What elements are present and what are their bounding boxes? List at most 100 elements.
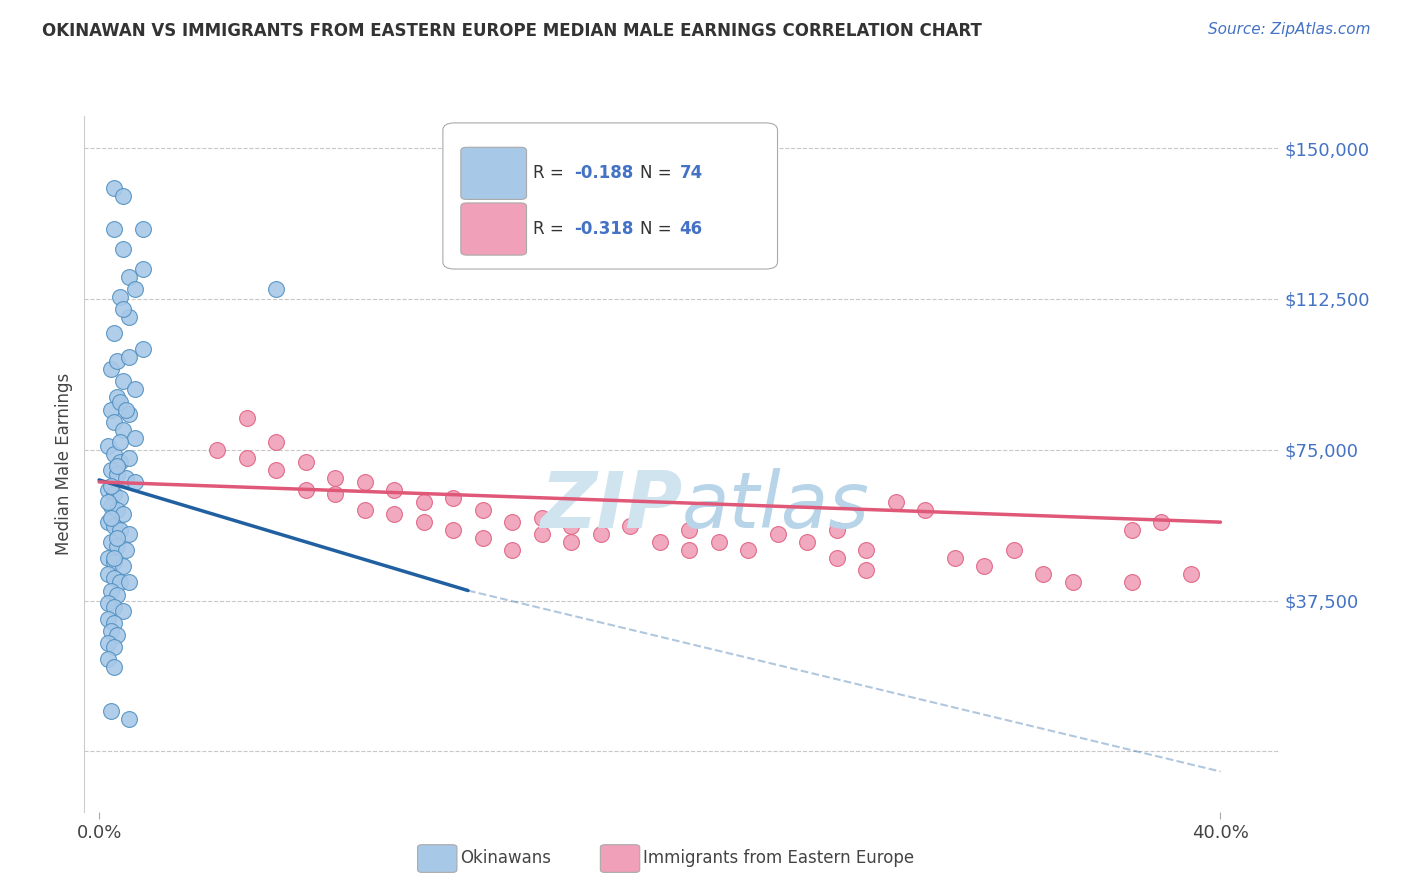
Point (589, 527, 612, 541)
Point (914, 503, 936, 517)
Point (1002, 543, 1025, 558)
Point (117, 575, 139, 590)
Point (132, 343, 155, 357)
Y-axis label: Median Male Earnings: Median Male Earnings (55, 373, 73, 555)
Point (103, 555, 125, 569)
Point (382, 507, 405, 521)
Point (1121, 523, 1143, 537)
Point (97, 439, 120, 453)
Point (108, 523, 131, 537)
Point (117, 450, 139, 465)
Point (111, 507, 134, 521)
Point (323, 487, 346, 501)
Point (111, 423, 134, 437)
Point (103, 519, 125, 533)
Point (103, 640, 125, 654)
Point (825, 523, 848, 537)
Point (678, 543, 700, 558)
Point (97, 483, 120, 497)
Point (103, 615, 125, 630)
Point (103, 415, 125, 429)
Point (124, 431, 146, 445)
Point (97, 551, 120, 566)
Point (105, 467, 128, 481)
Point (353, 475, 375, 489)
Point (108, 394, 131, 409)
Point (111, 604, 134, 618)
Point (105, 503, 128, 517)
Text: N =: N = (640, 164, 676, 182)
Point (235, 410, 257, 425)
Point (100, 624, 122, 638)
Point (100, 479, 122, 493)
Point (108, 290, 131, 304)
Point (108, 434, 131, 449)
Point (111, 301, 134, 316)
FancyBboxPatch shape (461, 147, 527, 200)
Point (294, 483, 316, 497)
Text: N =: N = (640, 219, 676, 237)
Point (264, 463, 287, 477)
Point (707, 535, 730, 549)
Point (124, 282, 146, 296)
Point (441, 491, 464, 505)
Point (100, 704, 122, 718)
Point (124, 475, 146, 489)
Point (501, 543, 523, 558)
Point (103, 181, 125, 195)
Point (766, 527, 789, 541)
Point (1121, 575, 1143, 590)
Point (108, 455, 131, 469)
Point (560, 519, 582, 533)
Point (117, 527, 139, 541)
Point (382, 483, 405, 497)
Point (294, 455, 316, 469)
Text: atlas: atlas (682, 467, 870, 543)
Point (108, 491, 131, 505)
Point (100, 362, 122, 376)
Point (97, 567, 120, 582)
Point (100, 402, 122, 417)
Point (132, 221, 155, 235)
Point (103, 221, 125, 235)
Point (117, 712, 139, 726)
Point (105, 354, 128, 368)
Point (530, 527, 553, 541)
Point (323, 471, 346, 485)
Point (1062, 575, 1084, 590)
Text: Okinawans: Okinawans (460, 849, 551, 867)
Point (97, 652, 120, 666)
Point (132, 261, 155, 276)
Point (97, 596, 120, 610)
Point (560, 535, 582, 549)
Point (105, 391, 128, 405)
Point (114, 471, 136, 485)
Point (530, 511, 553, 525)
Point (884, 495, 907, 509)
Point (103, 660, 125, 674)
Point (412, 515, 434, 529)
Point (108, 575, 131, 590)
Point (235, 450, 257, 465)
Point (97, 515, 120, 529)
Text: -0.188: -0.188 (575, 164, 634, 182)
Point (737, 543, 759, 558)
Point (264, 282, 287, 296)
Point (111, 189, 134, 203)
Point (943, 551, 966, 566)
Point (353, 503, 375, 517)
Point (796, 535, 818, 549)
Point (1180, 567, 1202, 582)
Point (105, 588, 128, 602)
Text: R =: R = (533, 164, 568, 182)
Point (103, 551, 125, 566)
Point (103, 571, 125, 585)
Point (100, 511, 122, 525)
Text: Immigrants from Eastern Europe: Immigrants from Eastern Europe (643, 849, 914, 867)
Point (105, 539, 128, 553)
Point (103, 599, 125, 614)
Point (855, 543, 877, 558)
Point (103, 487, 125, 501)
Point (471, 531, 494, 545)
Point (105, 458, 128, 473)
